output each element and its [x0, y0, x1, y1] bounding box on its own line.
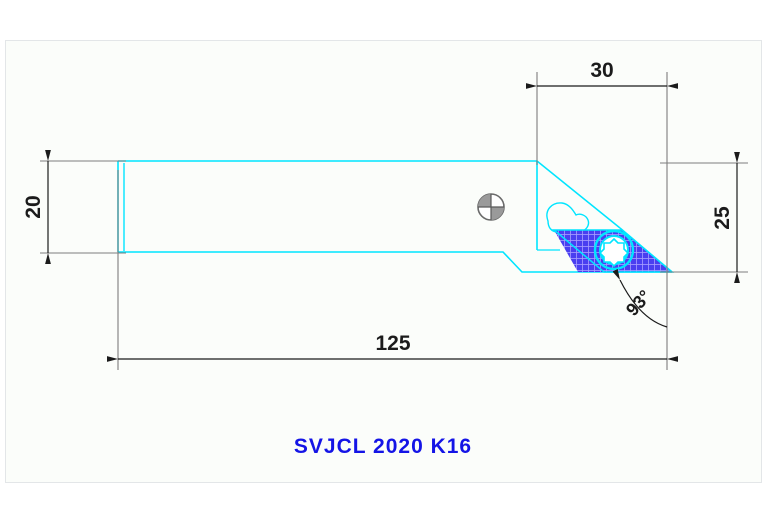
drawing-canvas-frame: [5, 40, 762, 483]
